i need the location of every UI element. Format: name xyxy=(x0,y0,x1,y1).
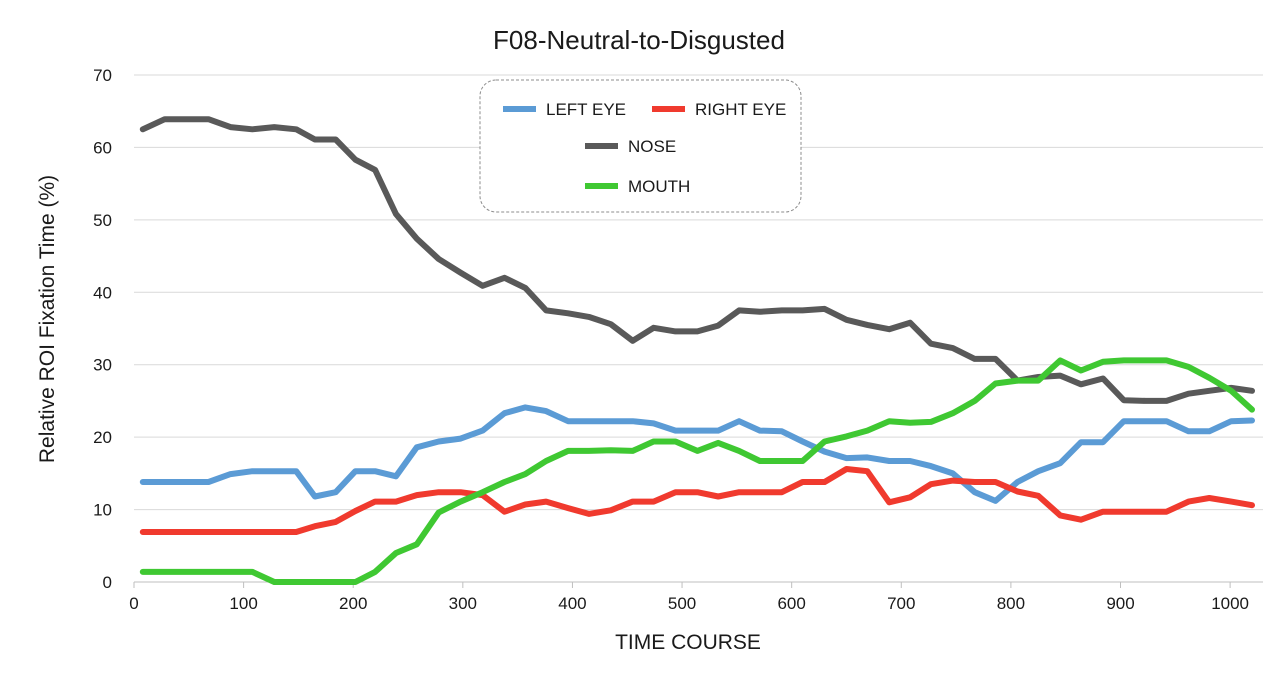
x-tick-label: 500 xyxy=(668,594,696,613)
y-tick-label: 50 xyxy=(93,211,112,230)
legend: LEFT EYE RIGHT EYE NOSE MOUTH xyxy=(479,79,802,213)
x-tick-label: 700 xyxy=(887,594,915,613)
legend-label-left-eye: LEFT EYE xyxy=(546,100,626,119)
x-tick-label: 300 xyxy=(449,594,477,613)
x-axis-label: TIME COURSE xyxy=(615,631,761,654)
chart-title: F08-Neutral-to-Disgusted xyxy=(493,25,785,55)
y-tick-label: 60 xyxy=(93,138,112,157)
x-tick-label: 0 xyxy=(129,594,138,613)
series-line-right-eye xyxy=(139,466,1255,535)
x-tick-label: 400 xyxy=(558,594,586,613)
x-tick-label: 1000 xyxy=(1211,594,1249,613)
y-tick-label: 10 xyxy=(93,501,112,520)
y-tick-label: 30 xyxy=(93,356,112,375)
series-line-left-eye xyxy=(139,404,1255,504)
x-tick-label: 900 xyxy=(1106,594,1134,613)
x-tick-label: 800 xyxy=(997,594,1025,613)
legend-label-mouth: MOUTH xyxy=(628,177,690,196)
legend-label-right-eye: RIGHT EYE xyxy=(695,100,786,119)
y-axis-label: Relative ROI Fixation Time (%) xyxy=(36,175,59,463)
x-tick-label: 200 xyxy=(339,594,367,613)
y-tick-label: 40 xyxy=(93,283,112,302)
x-tick-label: 600 xyxy=(777,594,805,613)
legend-label-nose: NOSE xyxy=(628,137,676,156)
y-tick-label: 20 xyxy=(93,428,112,447)
series-line-nose xyxy=(139,116,1255,404)
series-line-mouth xyxy=(139,357,1255,585)
y-tick-label: 70 xyxy=(93,66,112,85)
series-lines xyxy=(139,116,1255,585)
legend-box xyxy=(479,79,802,213)
x-tick-label: 100 xyxy=(229,594,257,613)
y-tick-label: 0 xyxy=(103,573,112,592)
